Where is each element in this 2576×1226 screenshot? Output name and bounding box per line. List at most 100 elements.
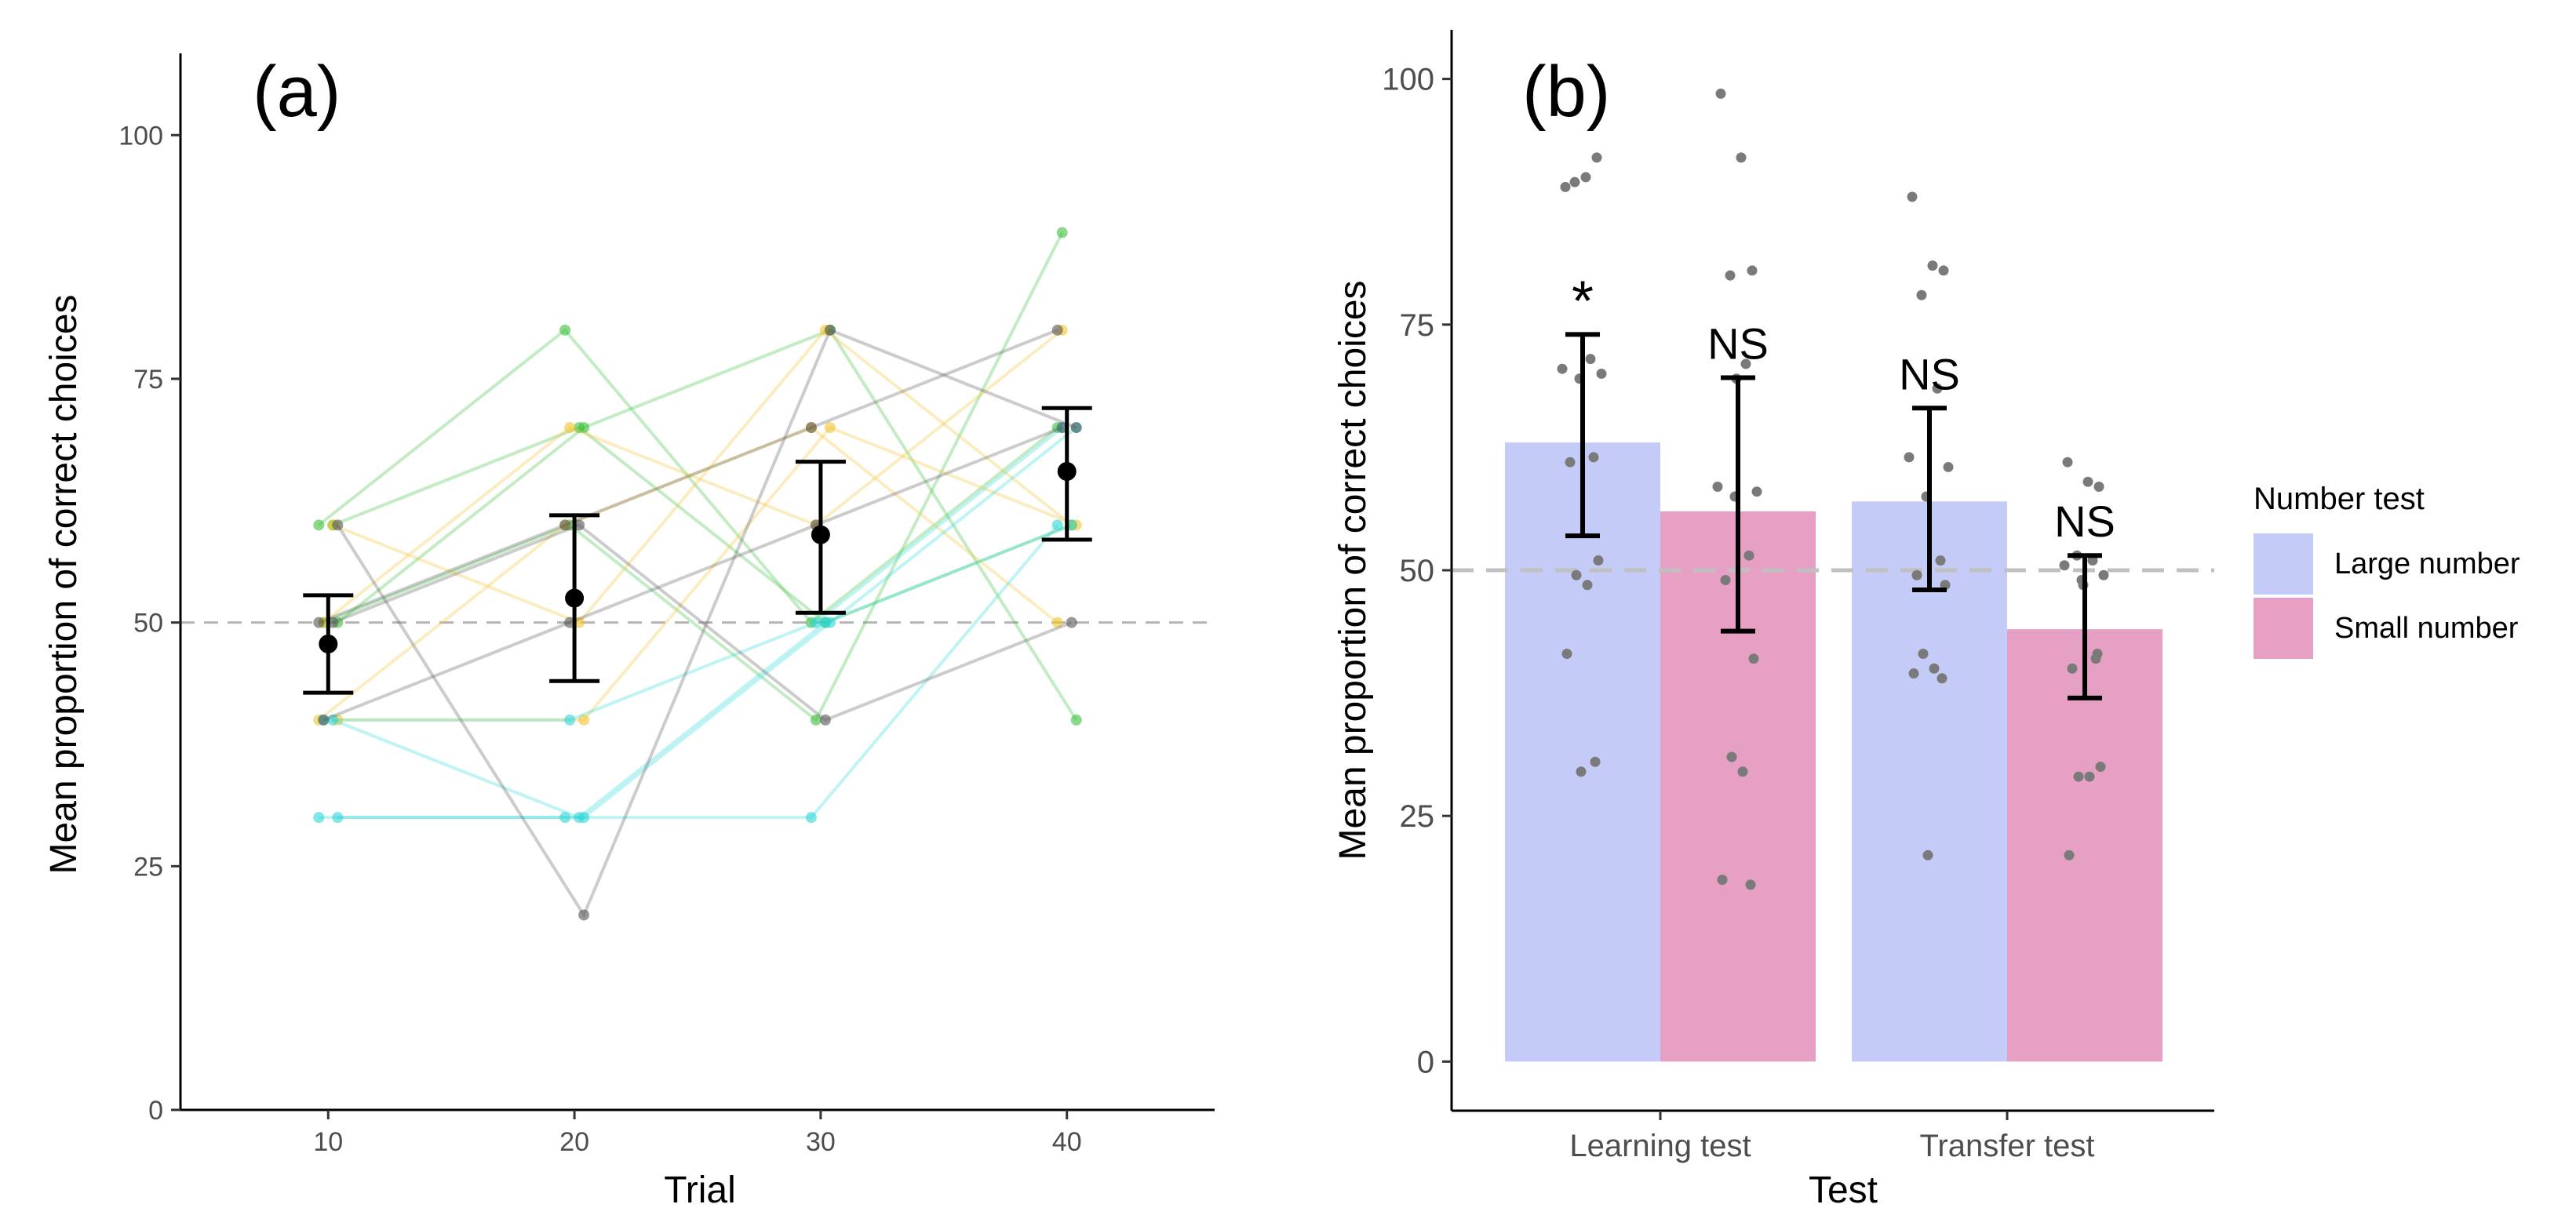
- panel-b-jitter-point: [2093, 482, 2104, 493]
- panel-a-individual-line: [332, 425, 1073, 624]
- panel-a-individual-point: [574, 422, 585, 434]
- panel-a-individual-point: [327, 714, 339, 726]
- panel-a-individual-line: [337, 328, 1078, 721]
- panel-a-y-tick-label: 25: [133, 852, 163, 882]
- panel-a-y-tick-label: 50: [133, 609, 163, 638]
- panel-a-individual-line: [323, 426, 1063, 722]
- panel-a-individual-line: [322, 426, 1063, 722]
- panel-b-jitter-point: [1929, 663, 1940, 674]
- panel-a-mean-point: [1057, 462, 1077, 482]
- panel-a-individual-line: [336, 328, 1077, 919]
- panel-a-x-ticks: 10 20 30 40: [313, 1110, 1082, 1157]
- panel-a-individual-point: [1070, 422, 1082, 434]
- panel-b-jitter-point: [1717, 875, 1728, 886]
- panel-b-jitter-point: [1596, 368, 1607, 379]
- panel-b-error-bars: [1565, 332, 2102, 700]
- panel-b-jitter-point: [1715, 88, 1726, 99]
- panel-a-individual-line: [319, 524, 1059, 820]
- panel-b-y-axis-title: Mean proportion of correct choices: [1332, 280, 1374, 860]
- panel-b-jitter-point: [1569, 176, 1580, 187]
- panel-b-significance-label: NS: [2054, 497, 2115, 546]
- panel-a-individual-point: [332, 812, 344, 824]
- panel-b-y-tick-label: 0: [1417, 1045, 1434, 1079]
- panel-a-x-axis-title: Trial: [664, 1170, 736, 1211]
- panel-a-individual-point: [819, 617, 831, 628]
- panel-b-jitter-point: [1737, 766, 1748, 777]
- panel-a-mean-point: [319, 634, 338, 653]
- panel-a-individual-line: [322, 329, 1063, 624]
- panel-a-individual-line: [322, 231, 1064, 722]
- panel-a-individual-point: [559, 519, 571, 531]
- panel-a-mean-point: [811, 525, 830, 544]
- panel-a-y-axis-title: Mean proportion of correct choices: [43, 294, 85, 874]
- panel-b-jitter-point: [1588, 452, 1599, 463]
- panel-b-bar: [1505, 442, 1660, 1062]
- panel-b-jitter-point: [1908, 668, 1919, 679]
- panel-a-y-tick-label: 75: [133, 365, 163, 395]
- panel-a-individual-point: [1051, 324, 1063, 336]
- panel-a-individual-point: [332, 519, 344, 531]
- panel-b-x-tick-label: Transfer test: [1919, 1129, 2094, 1163]
- panel-b-jitter-point: [1565, 457, 1576, 467]
- panel-b-annotations: * NS NS NS: [1572, 270, 2115, 546]
- panel-b-jitter-point: [1740, 358, 1751, 369]
- panel-b-jitter-point: [1922, 849, 1933, 860]
- panel-b-jitter-point: [1582, 580, 1593, 591]
- legend-swatch: [2254, 533, 2313, 595]
- panel-a-individual-point: [578, 909, 590, 921]
- panel-b-bar: [1852, 501, 2007, 1062]
- panel-a-chart: 10 20 30 40 0 25 50 75 100 (a) Trial Mean propo…: [43, 52, 1215, 1211]
- panel-b-jitter-point: [2098, 569, 2109, 580]
- panel-b-y-tick-label: 75: [1400, 308, 1435, 343]
- panel-b-jitter-point: [1751, 486, 1762, 497]
- panel-a-individual-point: [810, 714, 822, 726]
- panel-b-jitter-point: [1745, 879, 1756, 890]
- panel-a-individual-line: [318, 328, 1058, 624]
- panel-b-jitter-point: [2084, 771, 2095, 782]
- panel-a-x-tick-label: 10: [313, 1127, 343, 1157]
- panel-b-jitter-point: [1907, 191, 1918, 202]
- panel-b-jitter-point: [1593, 555, 1604, 566]
- panel-b-jitter-point: [1743, 550, 1754, 561]
- panel-b-significance-label: *: [1572, 270, 1594, 333]
- panel-a-individual-point: [824, 324, 836, 336]
- panel-a-individual-line: [332, 328, 1073, 625]
- panel-a-individual-line: [318, 328, 1058, 625]
- panel-a-x-tick-label: 20: [559, 1127, 589, 1157]
- panel-b-y-ticks: 0 25 50 75 100: [1382, 63, 1452, 1079]
- panel-b-x-tick-label: Learning test: [1569, 1129, 1751, 1163]
- panel-a-x-tick-label: 40: [1052, 1127, 1082, 1157]
- panel-a-individual-line: [337, 426, 1077, 820]
- panel-b-jitter-point: [2073, 771, 2084, 782]
- legend-label: Large number: [2334, 548, 2520, 580]
- panel-a-individual-point: [1051, 617, 1063, 628]
- panel-b-jitter-point: [1576, 766, 1587, 777]
- panel-b-jitter-point: [2082, 476, 2093, 487]
- panel-a-individual-point: [559, 812, 571, 824]
- panel-b-jitter-point: [1748, 653, 1759, 664]
- panel-a-label: (a): [253, 52, 341, 132]
- panel-a-individual-point: [313, 812, 325, 824]
- panel-a-individual-point: [1066, 617, 1077, 628]
- panel-a-individual-point: [574, 812, 585, 824]
- legend-label: Small number: [2334, 612, 2519, 645]
- panel-a-individual-point: [1056, 227, 1068, 238]
- panel-b-jitter-point: [1935, 555, 1946, 566]
- panel-b-jitter-point: [1726, 751, 1737, 762]
- panel-a-individual-line: [332, 523, 1073, 722]
- panel-b-jitter-point: [2064, 849, 2075, 860]
- panel-b-y-tick-label: 25: [1400, 799, 1435, 834]
- panel-b-jitter-point: [1712, 482, 1723, 493]
- panel-b-jitter-point: [1560, 181, 1571, 192]
- panel-a-mean-series: [303, 406, 1092, 695]
- panel-b-significance-label: NS: [1707, 318, 1769, 368]
- panel-b-jitter-point: [1557, 363, 1568, 374]
- panel-a-individual-point: [805, 422, 817, 434]
- panel-a-individual-point: [313, 617, 325, 628]
- panel-b-significance-label: NS: [1899, 349, 1960, 398]
- panel-b-jitter-point: [1932, 383, 1943, 394]
- panel-b-jitter-point: [1590, 756, 1601, 767]
- panel-b-x-ticks: Learning test Transfer test: [1569, 1111, 2095, 1163]
